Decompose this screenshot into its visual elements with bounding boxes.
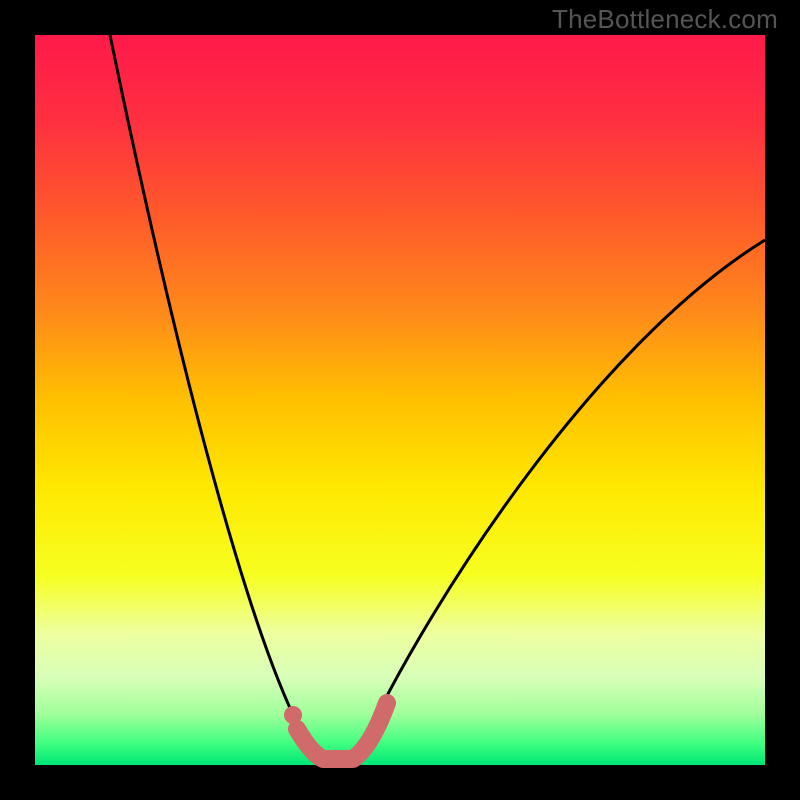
curve-right bbox=[367, 240, 765, 735]
curves-layer bbox=[35, 35, 765, 765]
watermark-text: TheBottleneck.com bbox=[552, 4, 778, 35]
marker-band bbox=[297, 703, 387, 759]
plot-area bbox=[35, 35, 765, 765]
curve-left bbox=[110, 35, 303, 735]
